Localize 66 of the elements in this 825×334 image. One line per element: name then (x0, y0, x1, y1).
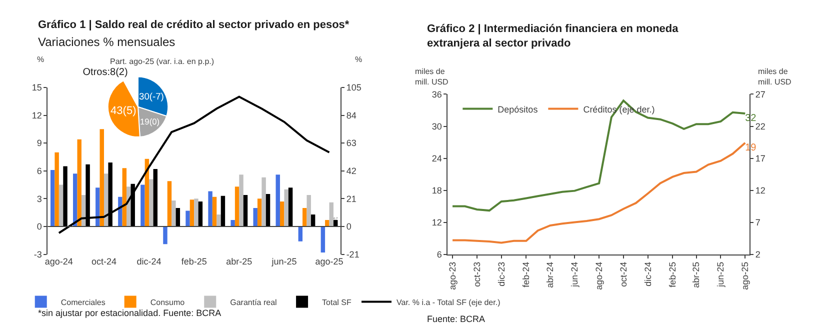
y2-tick-label: 7 (755, 217, 760, 228)
y2-tick-label: 17 (755, 153, 766, 164)
x-tick-label: jun-25 (716, 262, 726, 288)
y-tick-label: 12 (432, 217, 442, 228)
x-tick-label: ago-24 (594, 262, 604, 290)
y2-tick-label: 105 (346, 82, 362, 93)
y-tick-label: 3 (36, 194, 42, 204)
y-tick-label: 18 (432, 185, 442, 196)
y-tick-label: 12 (32, 110, 42, 120)
y-tick-label: 6 (36, 166, 42, 176)
y2-tick-label: 12 (755, 185, 766, 196)
legend-label: Var. % i.a - Total SF (eje der.) (396, 298, 501, 307)
x-tick-label: abr-25 (691, 262, 702, 288)
x-tick-label: ago-23 (447, 262, 458, 290)
y-axis-title: miles de mill. USD (415, 67, 449, 86)
y2-axis-title: % (355, 55, 362, 64)
y-axis-title: % (37, 55, 44, 64)
chart-title: Part. ago-25 (var. i.a. en p.p.) (110, 57, 214, 66)
source-note: Fuente: BCRA (427, 314, 486, 324)
x-tick-label: oct-23 (472, 262, 482, 287)
x-tick-label: oct-24 (91, 256, 116, 266)
y-tick-label: 36 (432, 89, 442, 100)
y2-tick-label: 21 (346, 194, 356, 204)
x-tick-label: ago-25 (315, 256, 344, 266)
x-tick-label: ago-25 (740, 262, 750, 290)
x-tick-label: jun-25 (270, 256, 297, 266)
y-tick-label: 6 (436, 249, 442, 260)
x-tick-label: jun-24 (570, 262, 580, 288)
legend-label: Total SF (322, 298, 352, 307)
data-label: 30(-7) (139, 92, 164, 102)
data-label: Otros:8(2) (82, 67, 128, 78)
y2-axis-title: miles de mill. USD (758, 67, 792, 86)
data-label: 19(0) (140, 116, 160, 126)
x-tick-label: dic-24 (136, 256, 162, 266)
x-tick-label: oct-24 (618, 262, 628, 287)
legend-label: Consumo (150, 298, 186, 307)
y-tick-label: 9 (36, 138, 42, 148)
legend-label: Depósitos (498, 104, 538, 114)
y2-tick-label: 27 (755, 89, 766, 100)
y2-tick-label: 2 (755, 249, 760, 260)
legend-label: Comerciales (60, 298, 106, 307)
data-label: 43(5) (110, 105, 136, 118)
x-tick-label: feb-25 (181, 256, 207, 266)
chart-title: Gráfico 2 | Intermediación financiera en moneda extranjera al sector privado (427, 23, 680, 50)
x-tick-label: feb-25 (668, 262, 678, 288)
x-tick-label: ago-24 (44, 256, 73, 266)
x-tick-label: feb-24 (521, 262, 532, 288)
y2-tick-label: 22 (755, 121, 766, 132)
y-tick-label: 24 (432, 153, 442, 164)
y-tick-label: 0 (36, 222, 42, 232)
y2-tick-label: 0 (346, 222, 352, 232)
y2-tick-label: -21 (346, 249, 360, 260)
x-tick-label: dic-24 (642, 262, 653, 286)
text: *sin ajustar por estacionalidad. Fuente: BCRA (38, 308, 222, 318)
chart-subtitle: Variaciones % mensuales (38, 35, 176, 49)
y-tick-label: -3 (34, 249, 42, 260)
y-tick-label: 15 (32, 82, 42, 93)
x-tick-label: dic-23 (496, 262, 506, 286)
legend-label: Garantía real (230, 298, 278, 307)
y2-tick-label: 63 (346, 138, 356, 148)
chart-title: Gráfico 1 | Saldo real de crédito al sector privado en pesos* (38, 19, 350, 31)
y2-tick-label: 42 (346, 166, 356, 176)
y-tick-label: 30 (432, 121, 442, 132)
y2-tick-label: 84 (346, 110, 356, 120)
x-tick-label: abr-25 (226, 256, 252, 266)
x-tick-label: abr-24 (545, 262, 556, 288)
